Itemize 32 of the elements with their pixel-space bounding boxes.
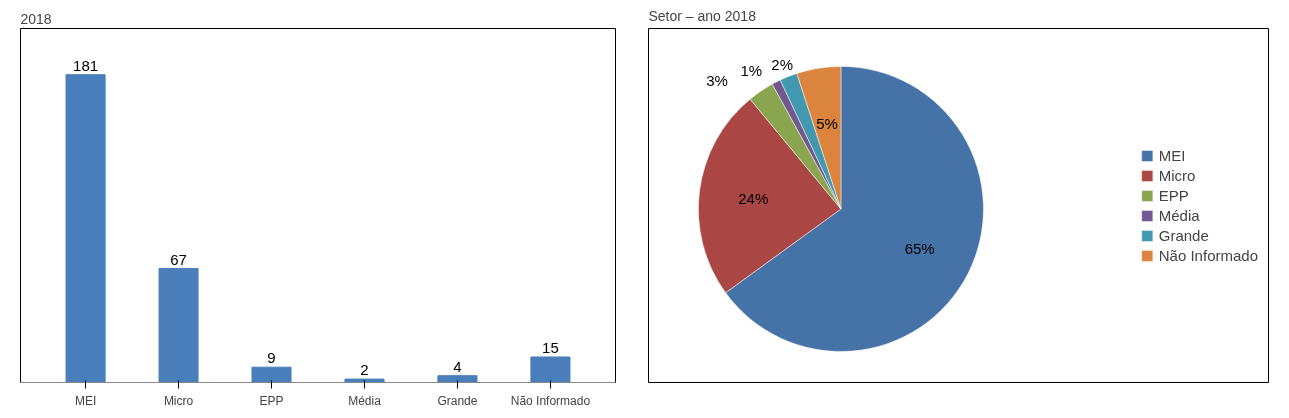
data-label: 1% bbox=[740, 61, 763, 79]
data-label: 3% bbox=[706, 71, 728, 89]
x-tick-label: Grande bbox=[437, 393, 478, 408]
data-label: 9 bbox=[267, 349, 276, 367]
bar bbox=[158, 268, 199, 383]
x-tick-label: MEI bbox=[74, 393, 97, 408]
data-label: 67 bbox=[170, 250, 187, 268]
chart-title: 2018 bbox=[20, 10, 52, 27]
x-tick-label: Não Informado bbox=[510, 393, 591, 408]
bar bbox=[437, 375, 478, 383]
x-tick-label: EPP bbox=[259, 393, 284, 408]
bar bbox=[251, 366, 292, 383]
legend-label: EPP bbox=[1158, 186, 1189, 204]
x-tick-label: Média bbox=[348, 393, 382, 408]
data-label: 5% bbox=[816, 115, 838, 133]
data-label: 15 bbox=[542, 338, 559, 356]
data-label: 4 bbox=[453, 357, 462, 375]
bar bbox=[65, 74, 106, 383]
legend-label: MEI bbox=[1158, 146, 1186, 164]
legend-label: Micro bbox=[1158, 166, 1196, 184]
bar bbox=[530, 356, 571, 383]
legend-label: Média bbox=[1158, 206, 1200, 224]
data-label: 2 bbox=[360, 361, 369, 379]
x-tick-label: Micro bbox=[163, 393, 194, 408]
legend-label: Grande bbox=[1158, 226, 1209, 244]
chart-title: Setor – ano 2018 bbox=[648, 7, 757, 24]
legend-label: Não Informado bbox=[1158, 246, 1258, 264]
data-label: 24% bbox=[738, 189, 769, 207]
data-label: 181 bbox=[73, 56, 99, 74]
bar bbox=[344, 378, 385, 383]
data-label: 2% bbox=[771, 55, 793, 73]
data-label: 65% bbox=[904, 239, 935, 257]
